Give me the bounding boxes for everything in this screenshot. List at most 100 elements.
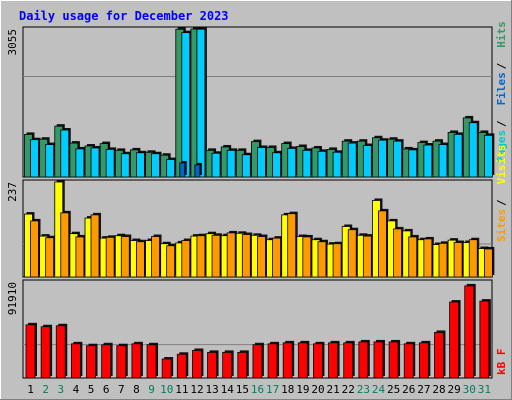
files-bar-19: [302, 149, 312, 178]
files-bar-31: [483, 134, 493, 178]
files-bar-23: [362, 145, 372, 178]
panel-0-legend-hits: Hits: [495, 21, 508, 48]
files-bar-16: [257, 147, 266, 178]
files-bar-4: [75, 148, 85, 178]
sites-bar-28: [438, 242, 448, 278]
files-bar-3: [60, 129, 70, 178]
x-label-25: 25: [387, 383, 400, 396]
sites-bar-2: [45, 237, 55, 278]
sites-bar-30: [468, 239, 478, 278]
files-bar-12: [196, 28, 206, 178]
kbf-bar-15: [237, 351, 248, 379]
files-bar-7: [120, 153, 130, 178]
kbf-bar-8: [131, 343, 142, 379]
x-label-9: 9: [148, 383, 155, 396]
kbf-bar-30: [464, 285, 475, 379]
x-label-1: 1: [27, 383, 34, 396]
sites-bar-24: [378, 210, 387, 278]
kbf-bar-13: [207, 351, 217, 379]
sites-bar-22: [347, 229, 357, 278]
sites-bar-16: [257, 236, 266, 278]
files-bar-17: [272, 152, 281, 178]
files-bar-15: [241, 154, 251, 178]
x-label-31: 31: [478, 383, 491, 396]
sites-bar-3: [60, 212, 70, 278]
files-bar-25: [393, 140, 402, 178]
kbf-bar-19: [297, 342, 308, 379]
panel-1-legend-separator-1: /: [495, 199, 508, 206]
kbf-bar-6: [101, 344, 112, 379]
kbf-bar-28: [434, 332, 444, 379]
x-label-11: 11: [175, 383, 188, 396]
files-bar-29: [453, 133, 463, 178]
sites-bar-31: [483, 248, 493, 278]
files-bar-11: [181, 32, 191, 178]
x-label-28: 28: [432, 383, 445, 396]
files-bar-30: [468, 122, 478, 178]
files-bar-2: [45, 144, 55, 178]
sites-bar-15: [241, 234, 251, 278]
files-bar-22: [347, 142, 357, 178]
kbf-bar-24: [373, 341, 384, 379]
files-bar-27: [423, 144, 433, 178]
x-label-21: 21: [327, 383, 340, 396]
sites-bar-26: [408, 236, 418, 278]
sites-bar-7: [120, 236, 130, 278]
files-bar-1: [30, 139, 39, 178]
files-bar-24: [378, 139, 387, 178]
sites-bar-25: [393, 228, 402, 278]
sites-bar-12: [196, 235, 206, 278]
files-bar-6: [105, 148, 115, 178]
x-label-22: 22: [342, 383, 355, 396]
kbf-panel: [25, 283, 491, 379]
kbf-bar-20: [313, 343, 323, 379]
kbf-bar-4: [70, 343, 81, 379]
files-bar-14: [226, 149, 236, 178]
sites-bar-10: [166, 245, 176, 278]
panel-0-ymax-label: 3055: [6, 29, 19, 56]
pages-bar-11: [179, 162, 186, 178]
kbf-bar-17: [267, 343, 278, 379]
sites-bar-27: [423, 238, 433, 278]
kbf-bar-1: [25, 324, 36, 379]
x-label-3: 3: [58, 383, 65, 396]
panel-0-legend-files: Files: [495, 72, 508, 105]
files-bar-5: [90, 147, 100, 178]
x-label-7: 7: [118, 383, 125, 396]
sites-bar-17: [272, 237, 281, 278]
files-bar-21: [332, 151, 342, 178]
sites-bar-21: [332, 243, 342, 278]
sites-bar-5: [90, 214, 100, 278]
x-label-8: 8: [133, 383, 140, 396]
sites-bar-18: [287, 213, 297, 278]
kbf-bar-5: [86, 345, 96, 379]
files-bar-20: [317, 150, 327, 178]
x-label-5: 5: [88, 383, 95, 396]
x-label-4: 4: [73, 383, 80, 396]
x-label-23: 23: [357, 383, 370, 396]
kbf-bar-12: [192, 350, 202, 379]
files-bar-28: [438, 144, 448, 178]
x-label-12: 12: [190, 383, 203, 396]
x-label-16: 16: [251, 383, 264, 396]
sites-bar-1: [30, 220, 39, 278]
panel-0-legend-pages: Pages: [495, 130, 508, 163]
sites-bar-13: [211, 234, 221, 278]
kbf-bar-3: [55, 325, 66, 379]
kbf-bar-23: [358, 341, 369, 379]
x-label-24: 24: [372, 383, 386, 396]
sites-bar-23: [362, 235, 372, 278]
x-label-13: 13: [205, 383, 218, 396]
files-bar-26: [408, 149, 418, 178]
kbf-bar-21: [328, 342, 338, 379]
sites-bar-14: [226, 232, 236, 278]
x-label-2: 2: [42, 383, 49, 396]
kbf-bar-25: [388, 341, 399, 379]
kbf-bar-7: [116, 345, 127, 379]
kbf-bar-26: [403, 343, 414, 379]
files-bar-10: [166, 159, 176, 178]
sites-bar-29: [453, 242, 463, 278]
panel-0-legend-separator-2: /: [495, 62, 508, 69]
kbf-bar-22: [343, 342, 354, 379]
pages-bar-12: [194, 164, 201, 178]
